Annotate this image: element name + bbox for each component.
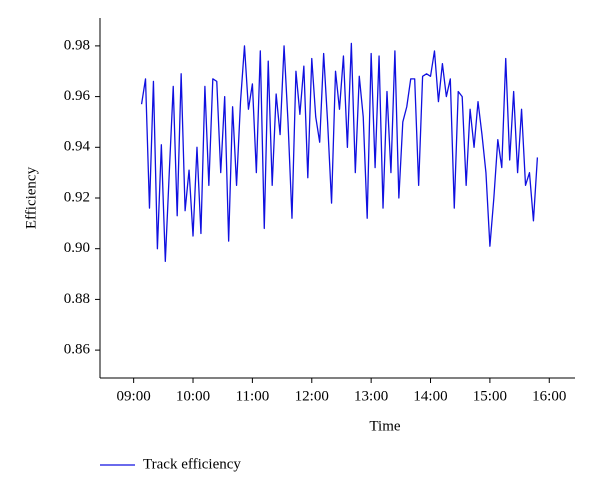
- x-tick-label: 10:00: [176, 388, 210, 404]
- y-axis-label: Efficiency: [23, 166, 39, 229]
- x-axis-label: Time: [369, 418, 400, 434]
- y-tick-label: 0.96: [64, 88, 91, 104]
- y-tick-label: 0.88: [64, 291, 90, 307]
- y-tick-label: 0.94: [64, 139, 91, 155]
- y-tick-label: 0.98: [64, 37, 90, 53]
- x-tick-label: 16:00: [532, 388, 566, 404]
- y-tick-label: 0.86: [64, 342, 91, 358]
- x-tick-label: 14:00: [413, 388, 447, 404]
- y-tick-label: 0.90: [64, 240, 90, 256]
- legend-label: Track efficiency: [143, 456, 241, 472]
- x-tick-label: 15:00: [473, 388, 507, 404]
- x-tick-label: 09:00: [117, 388, 151, 404]
- x-tick-label: 13:00: [354, 388, 388, 404]
- y-tick-label: 0.92: [64, 189, 90, 205]
- data-line: [140, 42, 539, 263]
- x-tick-label: 12:00: [295, 388, 329, 404]
- x-tick-label: 11:00: [236, 388, 270, 404]
